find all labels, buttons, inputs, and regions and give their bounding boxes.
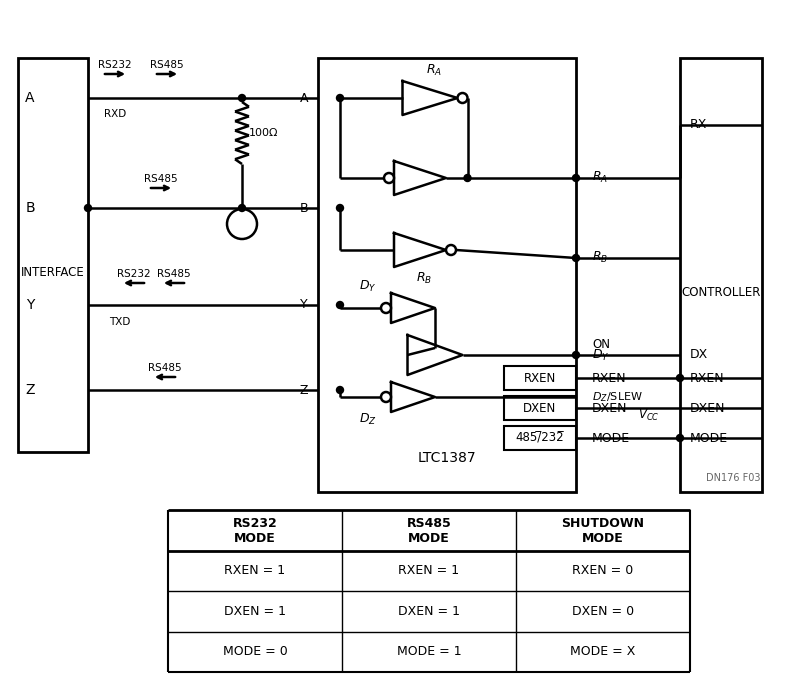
Text: RXEN: RXEN [690, 372, 725, 385]
Bar [318, 58, 576, 492]
Text: $D_Z$: $D_Z$ [359, 411, 377, 426]
Circle shape [573, 175, 580, 181]
Circle shape [676, 434, 684, 441]
Text: MODE: MODE [690, 432, 728, 445]
Text: RS232: RS232 [98, 60, 132, 70]
Text: B: B [25, 201, 35, 215]
Text: RXEN = 1: RXEN = 1 [224, 564, 285, 577]
Text: RXEN: RXEN [592, 372, 626, 385]
Text: RS485: RS485 [407, 517, 451, 530]
Text: DXEN = 1: DXEN = 1 [224, 605, 286, 618]
Circle shape [381, 392, 391, 402]
Text: MODE: MODE [582, 532, 624, 545]
Text: MODE = 0: MODE = 0 [223, 645, 287, 658]
Circle shape [336, 301, 343, 308]
Text: RXEN = 0: RXEN = 0 [573, 564, 634, 577]
Text: MODE = 1: MODE = 1 [396, 645, 462, 658]
Circle shape [464, 175, 471, 181]
Text: MODE = X: MODE = X [570, 645, 636, 658]
Text: RXD: RXD [104, 109, 126, 119]
Text: 100Ω: 100Ω [249, 128, 279, 138]
Text: MODE: MODE [234, 532, 276, 545]
Circle shape [676, 374, 684, 381]
Circle shape [336, 95, 343, 102]
Circle shape [336, 387, 343, 394]
Bar [504, 366, 576, 390]
Circle shape [446, 245, 456, 255]
Text: LTC1387: LTC1387 [418, 451, 477, 465]
Text: RS232: RS232 [117, 269, 151, 279]
Text: TXD: TXD [109, 317, 131, 327]
Text: RS485: RS485 [150, 60, 184, 70]
Circle shape [381, 303, 391, 313]
Text: $D_Y$: $D_Y$ [359, 278, 377, 293]
Text: Z: Z [25, 383, 35, 397]
Text: MODE: MODE [408, 532, 450, 545]
Text: DX: DX [690, 349, 708, 361]
Text: Y: Y [26, 298, 34, 312]
Text: $R_A$: $R_A$ [426, 63, 442, 78]
Circle shape [336, 205, 343, 211]
Text: DXEN: DXEN [523, 402, 557, 415]
Text: A: A [25, 91, 35, 105]
Text: RXEN = 1: RXEN = 1 [398, 564, 460, 577]
Text: RXEN: RXEN [524, 372, 556, 385]
Bar [18, 58, 88, 452]
Text: RX: RX [690, 119, 707, 132]
Circle shape [227, 209, 257, 239]
Text: $R_B$: $R_B$ [592, 250, 608, 265]
Bar [504, 426, 576, 450]
Text: $R_B$: $R_B$ [416, 271, 432, 286]
Text: INTERFACE: INTERFACE [21, 267, 85, 280]
Text: Z: Z [300, 383, 308, 396]
Bar [680, 58, 762, 492]
Bar [504, 396, 576, 420]
Text: DXEN: DXEN [592, 402, 627, 415]
Text: DXEN: DXEN [690, 402, 726, 415]
Text: ON: ON [592, 338, 610, 351]
Circle shape [85, 205, 91, 211]
Text: RS232: RS232 [232, 517, 278, 530]
Text: DXEN = 0: DXEN = 0 [572, 605, 634, 618]
Text: DXEN = 1: DXEN = 1 [398, 605, 460, 618]
Text: RS485: RS485 [157, 269, 191, 279]
Circle shape [573, 351, 580, 359]
Circle shape [239, 95, 246, 102]
Text: $R_A$: $R_A$ [592, 169, 608, 185]
Text: SHUTDOWN: SHUTDOWN [561, 517, 645, 530]
Text: A: A [300, 91, 308, 104]
Circle shape [239, 205, 246, 211]
Text: RS485: RS485 [144, 174, 178, 184]
Text: 485/̅232̅: 485/̅232̅ [515, 432, 565, 445]
Text: Y: Y [301, 299, 308, 312]
Text: B: B [300, 201, 308, 215]
Text: $V_{CC}$: $V_{CC}$ [638, 407, 660, 423]
Text: CONTROLLER: CONTROLLER [681, 286, 760, 299]
Text: $D_Y$: $D_Y$ [592, 347, 610, 363]
Text: MODE: MODE [592, 432, 630, 445]
Circle shape [384, 173, 394, 183]
Circle shape [573, 254, 580, 261]
Text: DN176 F03: DN176 F03 [706, 473, 760, 483]
Circle shape [458, 93, 468, 103]
Text: RS485: RS485 [148, 363, 182, 373]
Text: $D_Z$/SLEW: $D_Z$/SLEW [592, 390, 643, 404]
